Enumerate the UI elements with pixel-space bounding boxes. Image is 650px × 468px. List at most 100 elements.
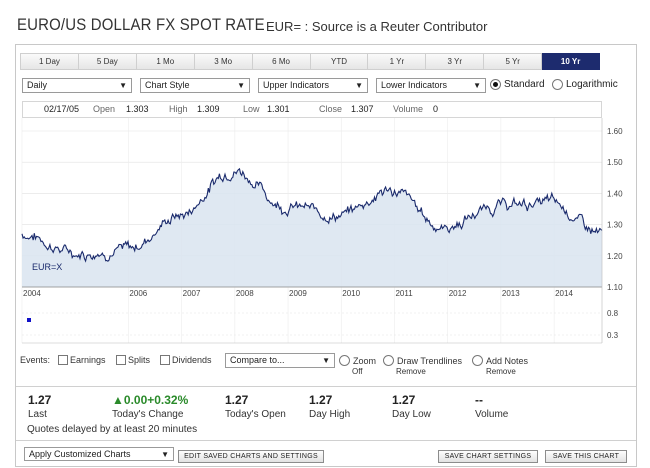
tab-1-yr[interactable]: 1 Yr (368, 53, 427, 70)
tab-3-mo[interactable]: 3 Mo (194, 53, 253, 70)
compare-select[interactable]: Compare to... ▼ (225, 353, 335, 368)
tab-6-mo[interactable]: 6 Mo (252, 53, 311, 70)
last-label: Last (28, 409, 47, 420)
x-tick-label: 2004 (23, 289, 41, 298)
x-tick-label: 2014 (555, 289, 573, 298)
dropdown-arrow-icon: ▼ (322, 356, 330, 365)
x-tick-label: 2006 (129, 289, 147, 298)
dropdown-arrow-icon: ▼ (237, 81, 245, 90)
stat-open: 1.27 Today's Open (225, 393, 286, 420)
edit-saved-charts-button[interactable]: EDIT SAVED CHARTS AND SETTINGS (178, 450, 324, 463)
tab-1-day[interactable]: 1 Day (20, 53, 79, 70)
lower-tick-label: 0.8 (607, 309, 619, 318)
upper-indicators-value: Upper Indicators (263, 80, 330, 90)
scale-log-label: Logarithmic (566, 79, 618, 90)
y-tick-label: 1.60 (607, 127, 623, 136)
notes-label: Add Notes (486, 356, 529, 366)
frequency-select[interactable]: Daily ▼ (22, 78, 132, 93)
day-low-label: Day Low (392, 409, 431, 420)
y-axis: 1.60 1.50 1.40 1.30 1.20 1.10 (607, 127, 623, 292)
notes-radio[interactable]: Add Notes (472, 355, 528, 366)
checkbox-icon (160, 355, 170, 365)
change-label: Today's Change (112, 409, 184, 420)
dropdown-arrow-icon: ▼ (355, 81, 363, 90)
close-value: 1.307 (351, 104, 374, 114)
radio-selected-icon (490, 79, 501, 90)
x-tick-label: 2011 (395, 289, 413, 298)
open-value: 1.303 (126, 104, 149, 114)
x-tick-label: 2010 (342, 289, 360, 298)
volume-stat-label: Volume (475, 409, 509, 420)
earnings-checkbox[interactable]: Earnings (58, 355, 106, 365)
zoom-off-link[interactable]: Off (352, 367, 363, 376)
last-value: 1.27 (28, 393, 52, 407)
open-stat-label: Today's Open (225, 409, 286, 420)
close-label: Close (319, 104, 343, 114)
tab-ytd[interactable]: YTD (310, 53, 369, 70)
earnings-label: Earnings (70, 355, 106, 365)
radio-unselected-icon (552, 79, 563, 90)
checkbox-icon (58, 355, 68, 365)
events-bar: Events: Earnings Splits Dividends Compar… (20, 353, 620, 383)
notes-remove-link[interactable]: Remove (486, 367, 516, 376)
save-chart-settings-button[interactable]: SAVE CHART SETTINGS (438, 450, 538, 463)
page-title: EURO/US DOLLAR FX SPOT RATE (17, 15, 265, 34)
up-arrow-icon: ▲ (112, 393, 124, 407)
dropdown-arrow-icon: ▼ (119, 81, 127, 90)
tab-5-day[interactable]: 5 Day (78, 53, 137, 70)
dropdown-arrow-icon: ▼ (473, 81, 481, 90)
day-high-label: Day High (309, 409, 351, 420)
chart-style-select[interactable]: Chart Style ▼ (140, 78, 250, 93)
day-high-value: 1.27 (309, 393, 333, 407)
price-line (21, 167, 603, 263)
open-label: Open (93, 104, 116, 114)
chart-style-value: Chart Style (145, 80, 190, 90)
radio-unselected-icon (339, 355, 350, 366)
compare-value: Compare to... (230, 355, 285, 365)
change-text: 0.00+0.32% (123, 393, 189, 407)
quote-bar: 02/17/05 Open 1.303 High 1.309 Low 1.301… (22, 101, 602, 118)
radio-unselected-icon (383, 355, 394, 366)
checkbox-icon (116, 355, 126, 365)
tab-1-mo[interactable]: 1 Mo (136, 53, 195, 70)
zoom-radio[interactable]: Zoom (339, 355, 376, 366)
tab-10-yr[interactable]: 10 Yr (542, 53, 601, 70)
high-value: 1.309 (197, 104, 220, 114)
x-axis: 2004 2006 2007 2008 2009 2010 2011 2012 2013 2014 (23, 289, 573, 298)
zoom-label: Zoom (353, 356, 377, 366)
divider (16, 440, 636, 441)
apply-charts-select[interactable]: Apply Customized Charts ▼ (24, 447, 174, 461)
events-label: Events: (20, 355, 51, 365)
price-chart[interactable]: 1.601.501.401.301.201.10 2004 2006 2007 200… (0, 0, 650, 350)
x-tick-label: 2012 (449, 289, 467, 298)
day-low-value: 1.27 (392, 393, 416, 407)
quote-date: 02/17/05 (44, 104, 80, 114)
radio-unselected-icon (472, 355, 483, 366)
y-tick-label: 1.20 (607, 252, 623, 261)
page-subtitle: EUR= : Source is a Reuter Contributor (266, 19, 488, 34)
splits-checkbox[interactable]: Splits (116, 355, 150, 365)
scale-standard-radio[interactable]: Standard (490, 79, 545, 90)
y-tick-label: 1.40 (607, 189, 623, 198)
x-tick-label: 2013 (502, 289, 520, 298)
stat-day-low: 1.27 Day Low (392, 393, 431, 420)
lower-indicators-value: Lower Indicators (381, 80, 448, 90)
y-tick-label: 1.30 (607, 221, 623, 230)
lower-indicators-select[interactable]: Lower Indicators ▼ (376, 78, 486, 93)
dividends-checkbox[interactable]: Dividends (160, 355, 212, 365)
y-tick-label: 1.10 (607, 283, 623, 292)
trendlines-radio[interactable]: Draw Trendlines (383, 355, 462, 366)
lower-tick-label: 0.3 (607, 331, 619, 340)
stat-day-high: 1.27 Day High (309, 393, 350, 420)
save-this-chart-button[interactable]: SAVE THIS CHART (545, 450, 627, 463)
upper-indicators-select[interactable]: Upper Indicators ▼ (258, 78, 368, 93)
volume-label: Volume (393, 104, 424, 114)
trendlines-remove-link[interactable]: Remove (396, 367, 426, 376)
open-stat-value: 1.27 (225, 393, 249, 407)
lower-panel-marker (27, 318, 31, 322)
scale-log-radio[interactable]: Logarithmic (552, 79, 618, 90)
scale-standard-label: Standard (504, 79, 545, 90)
stat-last: 1.27 Last (28, 393, 51, 420)
tab-5-yr[interactable]: 5 Yr (484, 53, 543, 70)
tab-3-yr[interactable]: 3 Yr (426, 53, 485, 70)
